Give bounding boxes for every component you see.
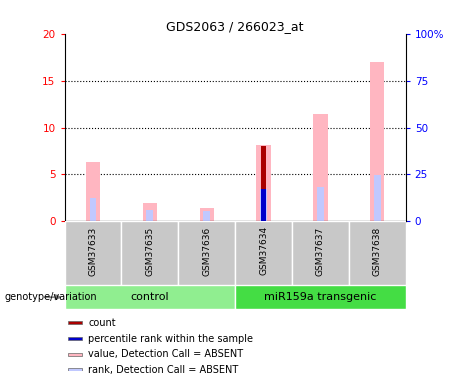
Bar — [68, 321, 82, 324]
Bar — [317, 187, 324, 221]
Bar — [374, 176, 381, 221]
Bar — [203, 211, 210, 221]
Bar — [121, 221, 178, 285]
Bar — [200, 208, 214, 221]
Text: genotype/variation: genotype/variation — [5, 292, 97, 302]
Text: GSM37636: GSM37636 — [202, 226, 211, 276]
Bar — [68, 368, 82, 371]
Bar — [68, 352, 82, 356]
Text: GSM37638: GSM37638 — [373, 226, 382, 276]
Bar — [256, 146, 271, 221]
Text: count: count — [89, 318, 116, 328]
Text: GSM37633: GSM37633 — [89, 226, 97, 276]
Bar — [313, 114, 327, 221]
Text: GSM37634: GSM37634 — [259, 226, 268, 276]
Bar — [65, 221, 121, 285]
Bar — [261, 189, 266, 221]
Text: percentile rank within the sample: percentile rank within the sample — [89, 334, 254, 344]
Bar — [89, 198, 96, 221]
Text: GSM37635: GSM37635 — [145, 226, 154, 276]
Bar — [143, 202, 157, 221]
Bar — [86, 162, 100, 221]
Bar — [261, 146, 266, 221]
Bar — [235, 285, 406, 309]
Text: control: control — [130, 292, 169, 302]
Text: miR159a transgenic: miR159a transgenic — [264, 292, 377, 302]
Bar — [349, 221, 406, 285]
Text: value, Detection Call = ABSENT: value, Detection Call = ABSENT — [89, 349, 243, 359]
Title: GDS2063 / 266023_at: GDS2063 / 266023_at — [166, 20, 304, 33]
Bar — [68, 337, 82, 340]
Bar — [370, 62, 384, 221]
Bar — [260, 189, 267, 221]
Bar — [235, 221, 292, 285]
Bar — [178, 221, 235, 285]
Text: rank, Detection Call = ABSENT: rank, Detection Call = ABSENT — [89, 365, 239, 375]
Bar — [65, 285, 235, 309]
Bar — [147, 210, 153, 221]
Text: GSM37637: GSM37637 — [316, 226, 325, 276]
Bar — [292, 221, 349, 285]
